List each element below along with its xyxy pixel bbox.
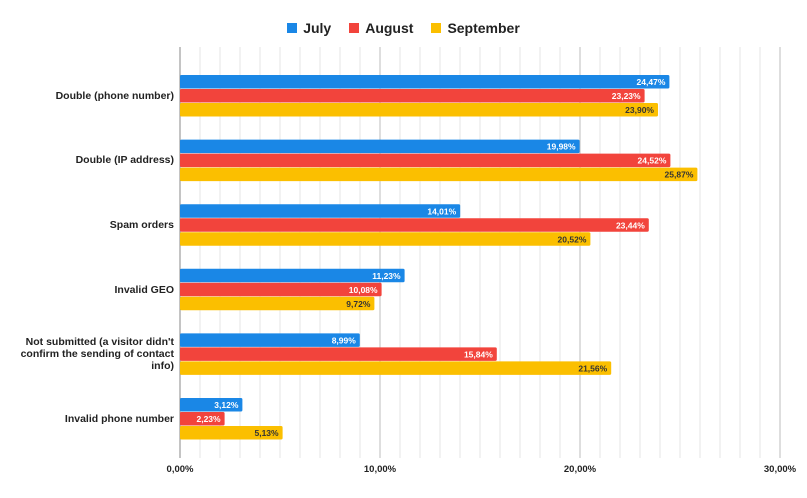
data-label: 9,72% [346,299,371,309]
bar-august [180,89,645,103]
data-label: 2,23% [196,414,221,424]
data-label: 8,99% [332,335,357,345]
legend-swatch [349,23,360,33]
data-label: 24,52% [638,156,667,166]
x-tick-label: 0,00% [166,464,194,475]
data-label: 24,47% [637,77,666,87]
data-label: 19,98% [547,142,576,152]
bar-september [180,167,698,182]
bar-september [180,361,612,375]
bar-september [180,232,591,246]
category-label: Spam orders [109,218,174,231]
bar-september [180,103,658,117]
data-label: 25,87% [665,170,694,180]
legend-item-july: July [287,20,331,36]
bar-july [180,398,243,412]
data-label: 20,52% [558,234,587,244]
bar-august [180,282,382,297]
legend-swatch [287,23,298,33]
legend-swatch [431,23,442,33]
category-label: Not submitted (a visitor didn't confirm … [20,336,174,373]
data-label: 23,23% [612,91,641,101]
data-label: 5,13% [254,428,279,438]
bar-july [180,268,405,283]
x-tick-label: 30,00% [763,464,797,475]
bar-july [180,139,580,154]
data-label: 15,84% [464,349,493,359]
chart-legend: July August September [0,20,807,36]
data-label: 11,23% [372,271,401,281]
data-label: 21,56% [578,363,607,373]
category-label: Invalid GEO [114,283,174,296]
legend-item-september: September [431,20,520,36]
data-label: 3,12% [214,400,239,410]
data-label: 10,08% [349,285,378,295]
bar-august [180,412,225,426]
category-label: Double (phone number) [55,89,174,102]
data-label: 23,44% [616,220,645,230]
legend-item-august: August [349,20,413,36]
category-label: Invalid phone number [64,412,174,425]
legend-label: September [447,20,520,36]
bar-august [180,153,671,168]
x-tick-label: 10,00% [363,464,397,475]
bar-july [180,75,670,89]
data-label: 23,90% [625,105,654,115]
legend-label: August [365,20,414,36]
bar-september [180,296,375,311]
category-label: Double (IP address) [75,154,174,167]
data-label: 14,01% [427,206,456,216]
bar-july [180,333,360,347]
bar-september [180,426,283,440]
x-tick-label: 20,00% [563,464,597,475]
bar-august [180,218,649,232]
bar-august [180,347,497,361]
bar-july [180,204,461,218]
legend-label: July [303,20,332,36]
